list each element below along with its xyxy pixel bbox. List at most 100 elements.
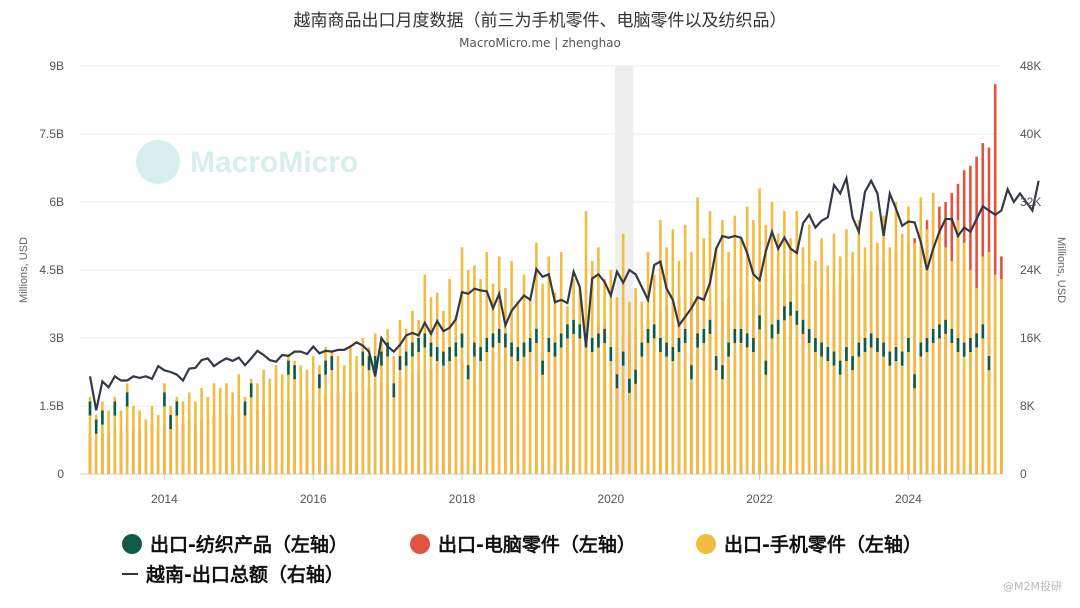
bar-textile xyxy=(851,356,854,371)
bar-textile xyxy=(497,328,501,343)
bar-textile xyxy=(94,419,98,434)
bar-textile xyxy=(690,365,693,380)
bar-textile xyxy=(435,347,439,362)
bar-textile xyxy=(652,324,656,339)
bar-phone xyxy=(169,406,172,474)
bar-phone xyxy=(231,392,234,474)
bar-phone xyxy=(150,406,154,474)
bar-textile xyxy=(491,333,495,348)
bar-phone xyxy=(429,297,433,474)
bar-textile xyxy=(249,383,253,398)
bar-phone xyxy=(975,288,978,474)
x-tick-label: 2024 xyxy=(895,492,922,506)
bar-phone xyxy=(138,410,141,474)
bar-textile xyxy=(727,342,730,357)
bar-phone xyxy=(516,301,520,474)
bar-textile xyxy=(671,347,675,362)
legend-textile-label: 出口-纺织产品（左轴） xyxy=(150,534,348,556)
bar-textile xyxy=(417,338,420,352)
bar-textile xyxy=(820,342,823,357)
x-tick-label: 2016 xyxy=(300,492,327,506)
bar-textile xyxy=(442,351,445,366)
bar-phone xyxy=(876,242,879,474)
y-left-tick-label: 0 xyxy=(57,467,64,481)
bar-textile xyxy=(547,338,551,352)
bar-phone xyxy=(175,396,179,474)
bar-textile xyxy=(392,383,396,398)
bar-phone xyxy=(572,279,575,474)
y-right-tick-label: 32K xyxy=(1020,195,1041,209)
bar-phone xyxy=(795,211,799,475)
bar-textile xyxy=(243,401,247,416)
y-right-tick-label: 16K xyxy=(1020,331,1041,345)
legend-computer-label: 出口-电脑零件（左轴） xyxy=(438,534,636,556)
bar-phone xyxy=(969,270,972,474)
y-left-tick-label: 4.5B xyxy=(39,263,64,277)
bar-textile xyxy=(572,319,575,334)
bar-textile xyxy=(590,338,594,352)
legend-total-line-icon xyxy=(122,572,138,575)
bar-textile xyxy=(696,333,699,348)
legend-textile[interactable]: 出口-纺织产品（左轴） xyxy=(122,530,348,557)
bar-textile xyxy=(423,333,427,348)
bar-textile xyxy=(876,338,879,352)
bar-phone xyxy=(826,265,830,474)
bar-textile xyxy=(175,401,179,416)
bar-textile xyxy=(559,333,563,348)
bar-textile xyxy=(907,338,910,352)
bar-phone xyxy=(132,406,135,474)
bar-phone xyxy=(448,279,451,474)
bar-phone xyxy=(603,279,606,474)
bar-phone xyxy=(479,279,482,474)
bar-phone xyxy=(578,288,582,474)
legend-phone[interactable]: 出口-手机零件（左轴） xyxy=(696,530,922,557)
bar-textile xyxy=(950,328,954,343)
bar-textile xyxy=(733,328,737,343)
y-left-tick-label: 3B xyxy=(49,331,64,345)
bar-phone xyxy=(541,283,544,474)
bar-textile xyxy=(541,360,544,375)
bar-textile xyxy=(975,333,978,348)
legend-total[interactable]: 越南-出口总额（右轴） xyxy=(122,560,344,587)
bar-phone xyxy=(404,328,408,474)
bar-phone xyxy=(181,401,185,474)
bar-phone xyxy=(305,369,309,474)
bar-phone xyxy=(485,251,489,474)
bar-phone xyxy=(559,251,563,474)
bar-textile xyxy=(677,338,681,352)
bar-textile xyxy=(528,338,532,352)
bar-textile xyxy=(404,351,408,366)
bar-phone xyxy=(249,378,253,474)
bar-phone xyxy=(355,356,358,474)
y-left-label: Millions, USD xyxy=(18,237,30,303)
y-right-tick-label: 48K xyxy=(1020,59,1041,73)
bar-phone xyxy=(107,410,110,474)
bar-textile xyxy=(981,324,985,339)
bar-phone xyxy=(566,306,569,474)
bar-phone xyxy=(535,242,538,474)
bar-phone xyxy=(342,365,346,474)
bar-textile xyxy=(894,347,898,362)
bar-phone xyxy=(144,419,148,474)
bar-textile xyxy=(869,333,873,348)
watermark-logo-icon xyxy=(136,140,180,184)
bar-textile xyxy=(125,392,129,407)
bar-textile xyxy=(745,333,749,348)
bar-phone xyxy=(386,328,389,474)
bar-phone xyxy=(349,347,352,474)
bar-textile xyxy=(169,415,172,430)
bar-textile xyxy=(882,342,885,357)
legend-computer[interactable]: 出口-电脑零件（左轴） xyxy=(410,530,636,557)
bar-textile xyxy=(448,347,451,362)
bar-textile xyxy=(163,392,166,407)
bar-textile xyxy=(603,328,606,343)
bar-phone xyxy=(652,274,656,474)
bar-textile xyxy=(826,347,830,362)
macromicro-watermark: MacroMicro xyxy=(136,140,358,184)
bar-textile xyxy=(535,328,538,343)
bar-phone xyxy=(950,260,954,474)
bar-textile xyxy=(522,342,526,357)
bar-phone xyxy=(473,265,476,474)
bar-textile xyxy=(665,342,668,357)
bar-phone xyxy=(293,360,296,474)
